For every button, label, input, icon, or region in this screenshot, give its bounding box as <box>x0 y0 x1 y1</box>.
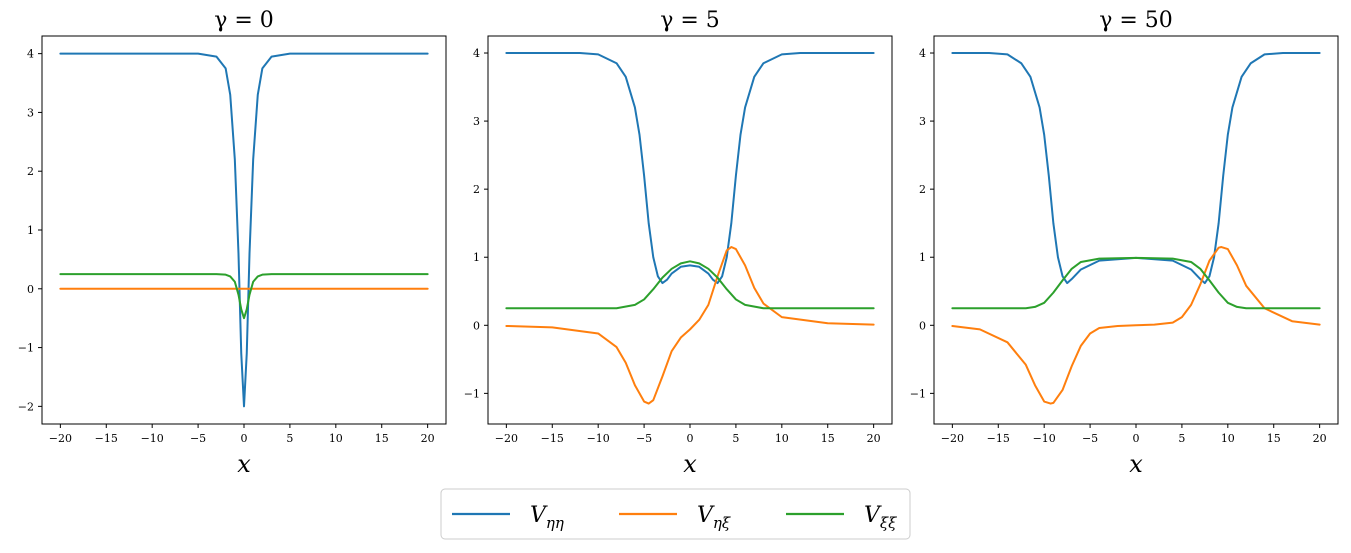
y-tick-label: −1 <box>910 387 926 400</box>
series-line-1-2 <box>505 260 875 310</box>
chart-title: γ = 0 <box>214 8 274 33</box>
x-tick-label: −15 <box>95 432 118 445</box>
x-tick-label: 15 <box>821 432 835 445</box>
series-line-1-1 <box>505 246 875 405</box>
series-line-2-1 <box>951 246 1321 405</box>
y-tick-label: 1 <box>473 251 480 264</box>
axes-frame <box>41 35 447 425</box>
x-axis-label: x <box>1129 450 1143 478</box>
x-tick-label: 15 <box>375 432 389 445</box>
axes-frame <box>933 35 1339 425</box>
x-axis-label: x <box>237 450 251 478</box>
y-tick-label: 1 <box>919 251 926 264</box>
series-line-1-0 <box>505 52 875 285</box>
y-tick-label: 4 <box>473 47 480 60</box>
x-tick-label: 5 <box>732 432 739 445</box>
x-tick-label: −5 <box>1082 432 1098 445</box>
x-tick-label: 10 <box>329 432 343 445</box>
chart-title: γ = 5 <box>660 8 720 33</box>
x-tick-label: −15 <box>987 432 1010 445</box>
y-tick-label: −1 <box>18 342 34 355</box>
x-tick-label: 0 <box>687 432 694 445</box>
x-tick-label: −15 <box>541 432 564 445</box>
x-tick-label: 20 <box>421 432 435 445</box>
series-line-0-0 <box>59 52 429 408</box>
y-tick-label: 0 <box>919 319 926 332</box>
legend-label: Vηξ <box>697 503 731 532</box>
x-tick-label: 20 <box>867 432 881 445</box>
x-tick-label: −20 <box>49 432 72 445</box>
legend-label: Vηη <box>530 503 564 532</box>
x-tick-label: 15 <box>1267 432 1281 445</box>
chart-title: γ = 50 <box>1099 8 1173 33</box>
y-tick-label: 3 <box>473 115 480 128</box>
x-tick-label: −10 <box>141 432 164 445</box>
y-tick-label: 4 <box>27 48 34 61</box>
x-tick-label: −10 <box>1033 432 1056 445</box>
y-tick-label: −2 <box>18 400 34 413</box>
series-line-0-2 <box>59 273 429 320</box>
y-tick-label: 1 <box>27 224 34 237</box>
y-tick-label: 3 <box>919 115 926 128</box>
y-tick-label: 3 <box>27 106 34 119</box>
x-axis-label: x <box>683 450 697 478</box>
series-line-2-0 <box>951 52 1321 285</box>
y-tick-label: 2 <box>919 183 926 196</box>
y-tick-label: −1 <box>464 387 480 400</box>
x-tick-label: −10 <box>587 432 610 445</box>
x-tick-label: 5 <box>1178 432 1185 445</box>
legend-label: Vξξ <box>864 503 897 532</box>
x-tick-label: 10 <box>1221 432 1235 445</box>
y-tick-label: 2 <box>27 165 34 178</box>
x-tick-label: 5 <box>286 432 293 445</box>
axes-frame <box>487 35 893 425</box>
x-tick-label: 20 <box>1313 432 1327 445</box>
x-tick-label: 0 <box>1133 432 1140 445</box>
x-tick-label: −5 <box>190 432 206 445</box>
x-tick-label: 10 <box>775 432 789 445</box>
legend: Vηη Vηξ Vξξ <box>440 488 911 540</box>
series-line-2-2 <box>951 256 1321 310</box>
y-tick-label: 2 <box>473 183 480 196</box>
y-tick-label: 0 <box>473 319 480 332</box>
x-tick-label: −5 <box>636 432 652 445</box>
x-tick-label: −20 <box>495 432 518 445</box>
y-tick-label: 0 <box>27 283 34 296</box>
y-tick-label: 4 <box>919 47 926 60</box>
x-tick-label: −20 <box>941 432 964 445</box>
x-tick-label: 0 <box>241 432 248 445</box>
